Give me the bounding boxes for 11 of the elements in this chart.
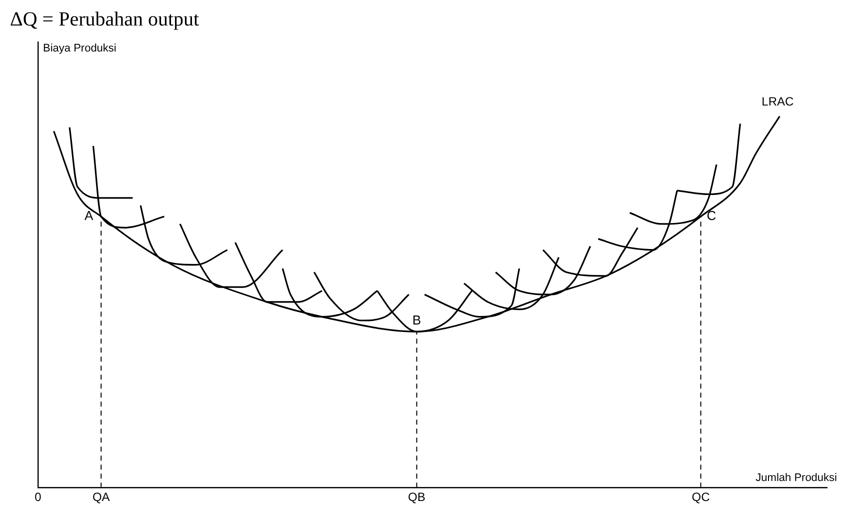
text: ΔQ = Perubahan output	[10, 8, 200, 30]
annotation: C	[706, 208, 716, 224]
x-tick-label: 0	[34, 490, 42, 504]
x-axis-title: Jumlah Produksi	[756, 472, 837, 484]
x-tick-label: QA	[92, 490, 110, 504]
annotation: B	[412, 312, 422, 328]
text: Biaya Produksi	[43, 42, 116, 55]
series-label: LRAC	[762, 94, 794, 109]
x-tick-label: QB	[408, 490, 426, 504]
x-tick-label: QC	[692, 490, 710, 504]
annotation: A	[84, 208, 94, 224]
